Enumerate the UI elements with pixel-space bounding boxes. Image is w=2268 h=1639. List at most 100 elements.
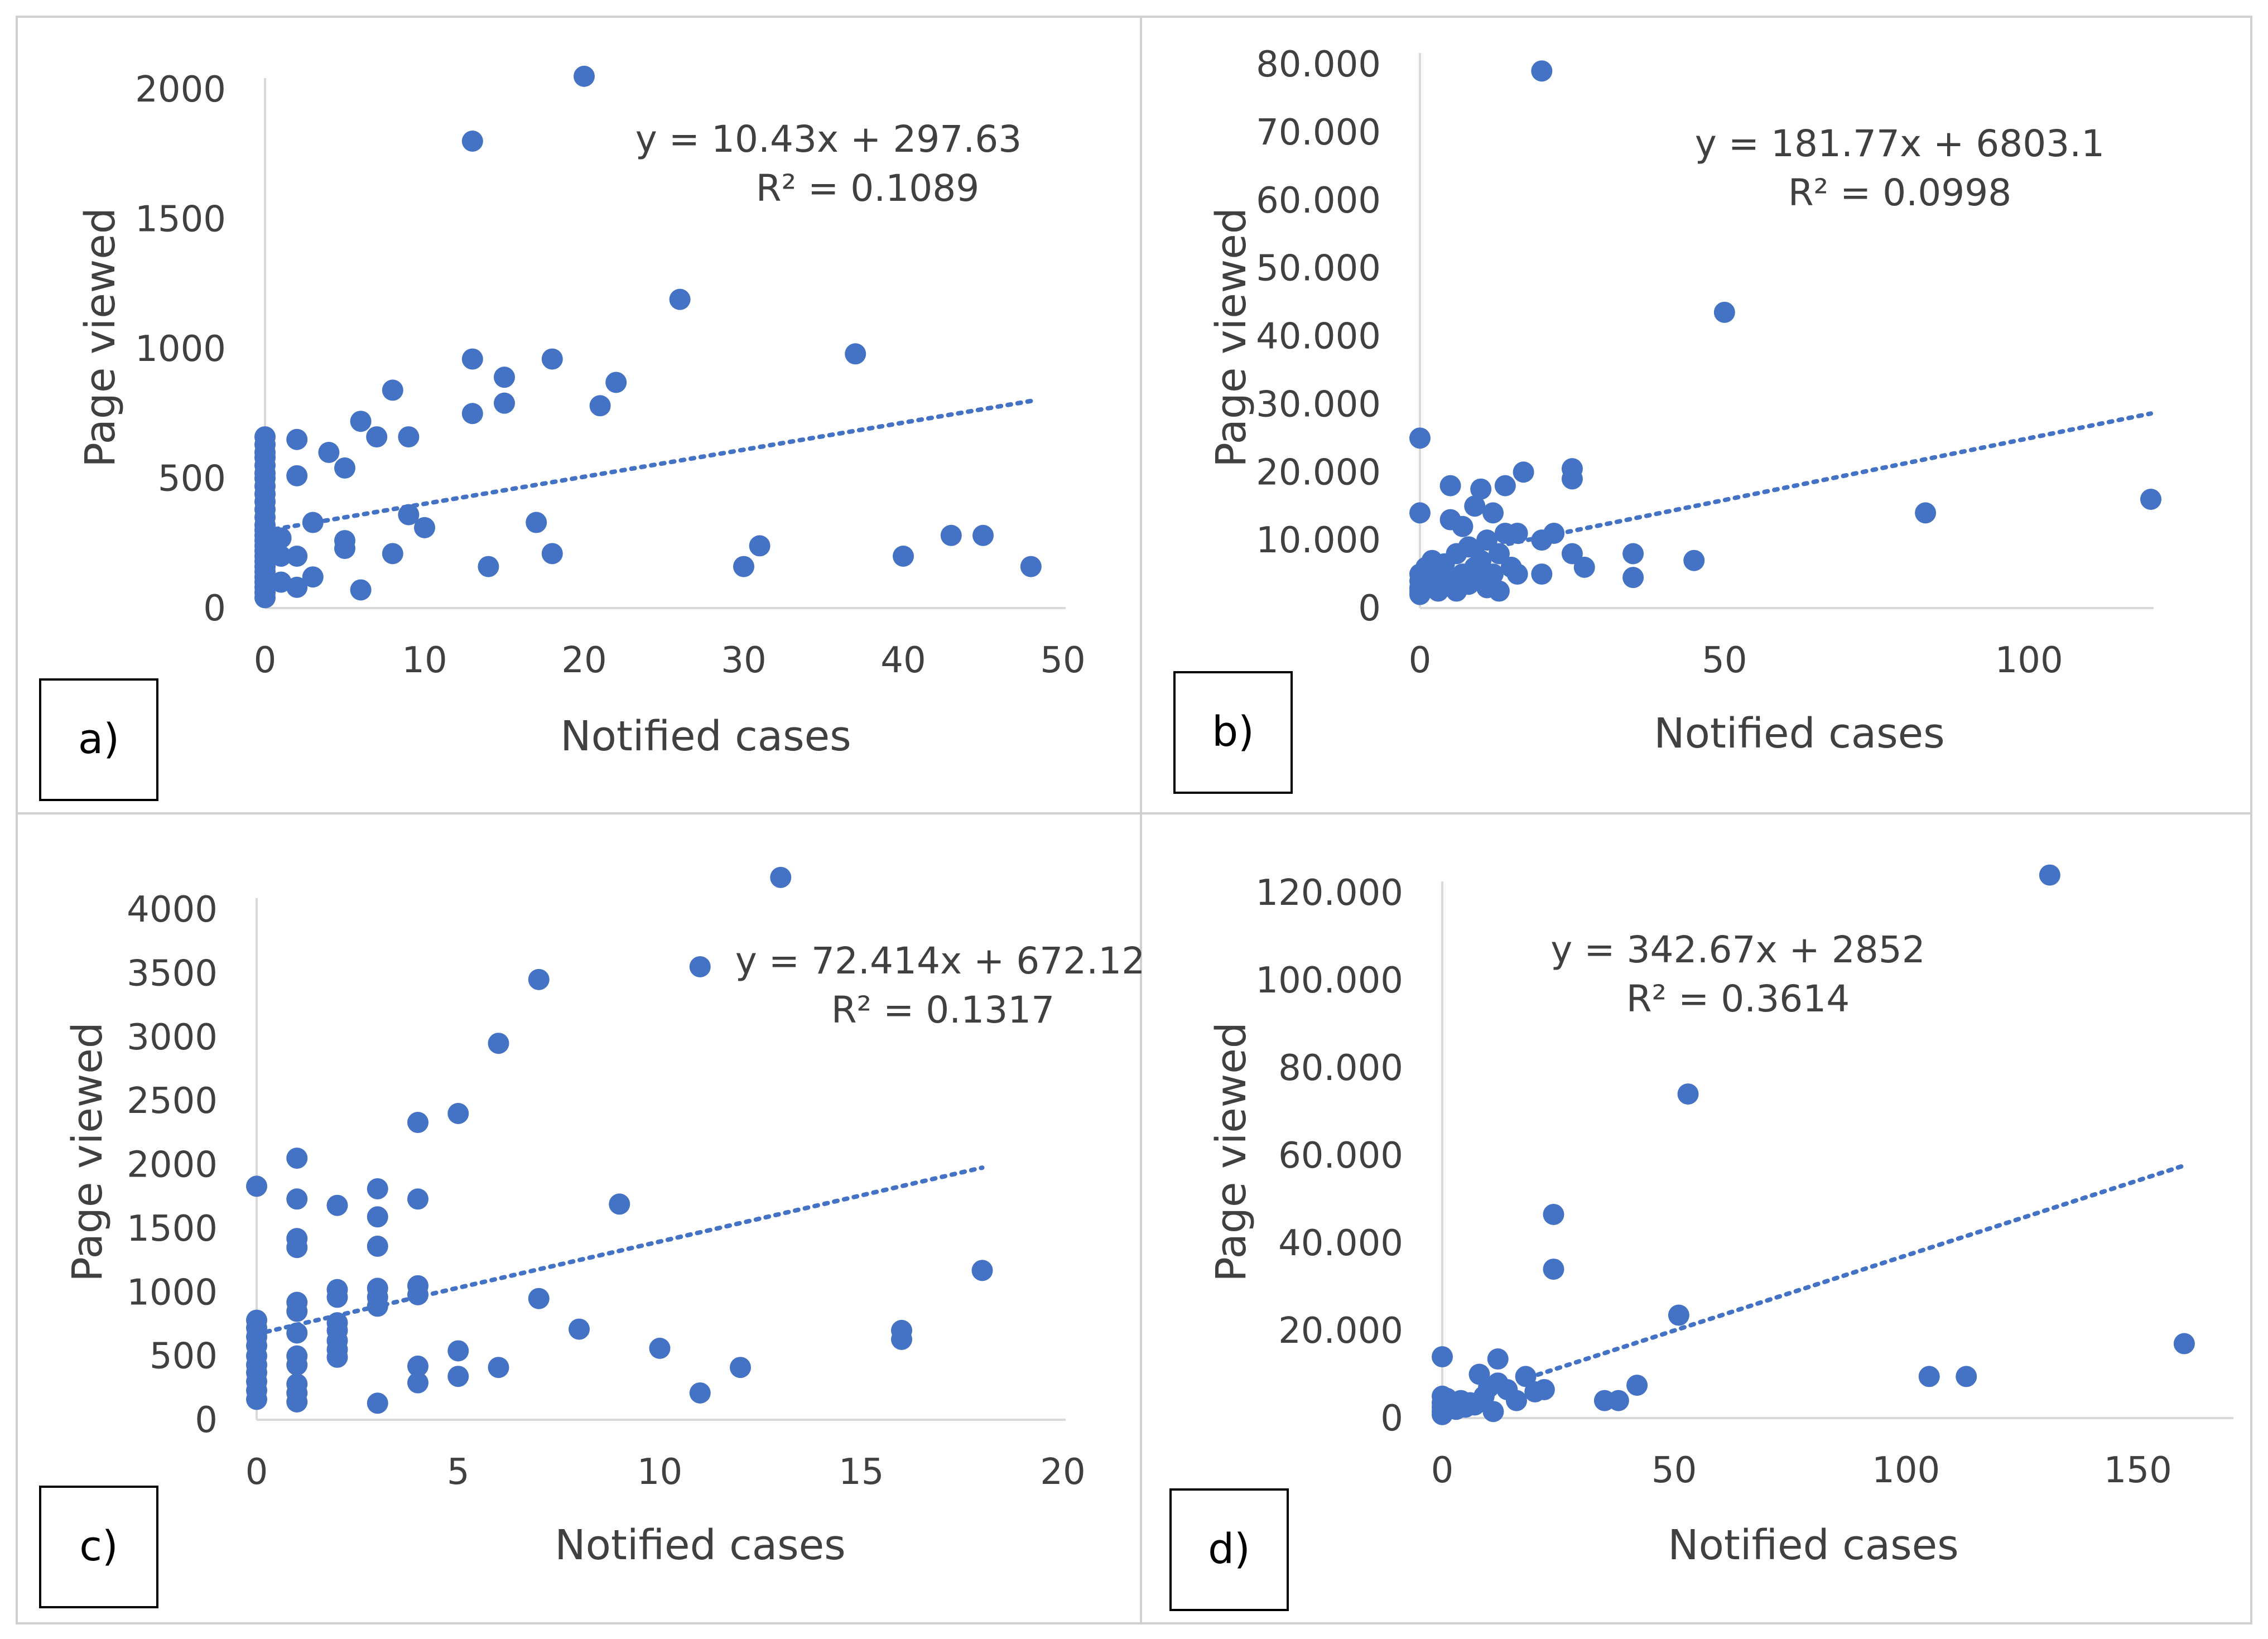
panel-a-point bbox=[478, 556, 499, 577]
panel-b-point bbox=[1409, 427, 1431, 449]
panel-a-point bbox=[286, 576, 308, 598]
panel-d-point bbox=[1677, 1083, 1699, 1105]
panel-c-y-tick-label: 4000 bbox=[127, 889, 218, 931]
panel-b-point bbox=[2140, 489, 2161, 510]
panel-b-x-tick-label: 50 bbox=[1702, 640, 1747, 681]
panel-a-point bbox=[350, 411, 372, 432]
panel-c-point bbox=[286, 1237, 308, 1259]
panel-c-point bbox=[528, 968, 550, 990]
panel-b-y-tick-label: 30.000 bbox=[1256, 384, 1381, 425]
panel-c-y-tick-label: 1500 bbox=[127, 1208, 218, 1250]
panel-c-x-tick-label: 5 bbox=[447, 1452, 470, 1493]
panel-a-point bbox=[845, 343, 866, 365]
panel-a-x-axis: 0 10 20 30 40 50 bbox=[254, 607, 1086, 681]
panel-c-point bbox=[447, 1366, 469, 1387]
panel-c-point bbox=[971, 1260, 993, 1281]
panel-d-point bbox=[1918, 1366, 1940, 1387]
panel-b-point bbox=[1452, 515, 1474, 537]
panel-c-y-tick-label: 2000 bbox=[127, 1145, 218, 1186]
panel-c-point bbox=[689, 1382, 711, 1404]
panel-a-x-tick-label: 40 bbox=[880, 640, 926, 681]
panel-b-x-tick-label: 0 bbox=[1409, 640, 1432, 681]
panel-d-point bbox=[1487, 1348, 1509, 1370]
panel-a-point bbox=[382, 543, 403, 565]
panel-a-x-tick-label: 30 bbox=[721, 640, 766, 681]
panel-c-point bbox=[367, 1178, 388, 1199]
panel-c-point bbox=[326, 1194, 348, 1216]
panel-d-point bbox=[1533, 1378, 1555, 1400]
panel-b-point bbox=[1470, 478, 1492, 500]
panel-a-trendline bbox=[263, 398, 1033, 533]
panel-b-point bbox=[1464, 495, 1486, 517]
panel-a-point bbox=[494, 392, 515, 414]
panel-d-label-box bbox=[1169, 1488, 1289, 1611]
panel-b-point bbox=[1531, 563, 1553, 585]
panel-b-points bbox=[1409, 60, 2161, 605]
panel-c: 0 500 1000 1500 2000 2500 3000 3500 4000 0 5 10 15 2… bbox=[39, 866, 1145, 1608]
panel-c-r2: R² = 0.1317 bbox=[831, 989, 1055, 1031]
panel-d-point bbox=[1515, 1366, 1537, 1387]
panel-b-label-box bbox=[1173, 671, 1293, 794]
panel-a-x-tick-label: 50 bbox=[1040, 640, 1085, 681]
panel-a-y-tick-label: 2000 bbox=[135, 69, 226, 110]
panel-d-point bbox=[1543, 1203, 1564, 1225]
panel-a-y-tick-label: 0 bbox=[203, 588, 226, 629]
panel-c-point bbox=[326, 1346, 348, 1368]
panel-b-x-tick-label: 100 bbox=[1995, 640, 2063, 681]
panel-d-point bbox=[1543, 1259, 1564, 1280]
panel-c-point bbox=[367, 1206, 388, 1228]
panel-c-point bbox=[246, 1389, 267, 1410]
panel-b-point bbox=[1470, 549, 1492, 571]
panel-a-label: a) bbox=[78, 715, 119, 763]
panel-b-point bbox=[1561, 468, 1583, 490]
panel-b-y-tick-label: 60.000 bbox=[1256, 180, 1381, 221]
panel-c-y-tick-label: 500 bbox=[150, 1336, 218, 1377]
panel-a-label-box bbox=[39, 678, 158, 801]
panel-c-point bbox=[407, 1355, 428, 1377]
panel-d-x-axis: 0 50 100 150 bbox=[1431, 1417, 2233, 1491]
panel-a-point bbox=[541, 543, 563, 565]
panel-a-equation: y = 10.43x + 297.63 bbox=[635, 118, 1022, 161]
panel-b-point bbox=[1915, 502, 1937, 524]
panel-b-y-tick-label: 40.000 bbox=[1256, 316, 1381, 358]
panel-d-x-tick-label: 150 bbox=[2104, 1450, 2172, 1491]
panel-a-point bbox=[286, 546, 308, 567]
panel-c-point bbox=[488, 1357, 509, 1378]
panel-a-point bbox=[574, 65, 595, 87]
panel-a-point bbox=[334, 457, 355, 479]
panel-a-point bbox=[286, 465, 308, 486]
panel-b-equation: y = 181.77x + 6803.1 bbox=[1695, 122, 2105, 165]
panel-a-y-tick-label: 500 bbox=[158, 459, 226, 500]
outer-border bbox=[16, 16, 2252, 1624]
panel-d-point bbox=[1505, 1390, 1527, 1411]
panel-b-point bbox=[1561, 543, 1583, 565]
panel-c-point bbox=[367, 1235, 388, 1257]
panel-c-point bbox=[770, 866, 792, 888]
panel-a-point bbox=[254, 587, 276, 609]
panel-b-point bbox=[1494, 475, 1516, 496]
panel-b-point bbox=[1506, 563, 1528, 585]
panel-d-x-tick-label: 100 bbox=[1872, 1450, 1940, 1491]
panel-d-label: d) bbox=[1208, 1525, 1250, 1573]
panel-c-point bbox=[891, 1328, 912, 1350]
panel-b-y-tick-label: 80.000 bbox=[1256, 44, 1381, 85]
panel-a-point bbox=[414, 517, 435, 538]
panel-d-y-tick-label: 60.000 bbox=[1278, 1135, 1403, 1177]
panel-c-y-axis: 0 500 1000 1500 2000 2500 3000 3500 4000 bbox=[127, 889, 258, 1441]
panel-c-point bbox=[326, 1286, 348, 1308]
panel-c-y-tick-label: 3500 bbox=[127, 953, 218, 994]
panel-b-point bbox=[1713, 301, 1735, 323]
panel-a-point bbox=[334, 538, 355, 560]
panel-d: 020.00040.00060.00080.000100.000120.000 … bbox=[1169, 864, 2233, 1611]
panel-a-point bbox=[589, 395, 611, 417]
panel-a-point bbox=[382, 379, 403, 401]
panel-c-equation: y = 72.414x + 672.12 bbox=[735, 939, 1145, 982]
panel-c-point bbox=[447, 1340, 469, 1362]
panel-d-y-tick-label: 120.000 bbox=[1255, 872, 1403, 914]
panel-b-point bbox=[1488, 580, 1510, 602]
panel-a-x-title: Notified cases bbox=[560, 712, 851, 760]
panel-b-y-tick-label: 10.000 bbox=[1256, 520, 1381, 561]
panel-b-point bbox=[1506, 522, 1528, 544]
panel-a-point bbox=[398, 426, 420, 448]
